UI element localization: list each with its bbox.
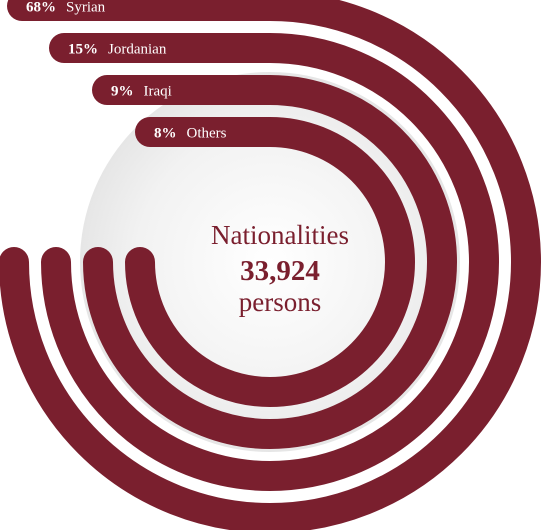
bar-value-label: 15% (68, 42, 98, 58)
total-unit: persons (239, 287, 322, 317)
radial-bar-jordanian (41, 33, 499, 491)
chart-title: Nationalities (211, 220, 349, 250)
total-value: 33,924 (240, 255, 320, 287)
center-label: Nationalities 33,924 persons (211, 220, 349, 317)
bar-label-jordanian: 15% Jordanian (68, 42, 167, 58)
bar-label-syrian: 68% Syrian (26, 0, 106, 16)
bar-value-label: 9% (111, 84, 134, 100)
bar-label-iraqi: 9% Iraqi (111, 84, 172, 100)
radial-bar-others (125, 117, 415, 407)
radial-bar-iraqi (83, 75, 457, 449)
bar-category-label: Iraqi (144, 84, 172, 100)
bar-category-label: Others (187, 126, 227, 142)
labels-group: 68% Syrian 15% Jordanian 9% Iraqi 8% Others (26, 0, 227, 142)
bar-category-label: Jordanian (108, 42, 167, 58)
bar-label-others: 8% Others (154, 126, 227, 142)
bar-value-label: 8% (154, 126, 177, 142)
bar-value-label: 68% (26, 0, 56, 16)
bar-category-label: Syrian (66, 0, 106, 16)
